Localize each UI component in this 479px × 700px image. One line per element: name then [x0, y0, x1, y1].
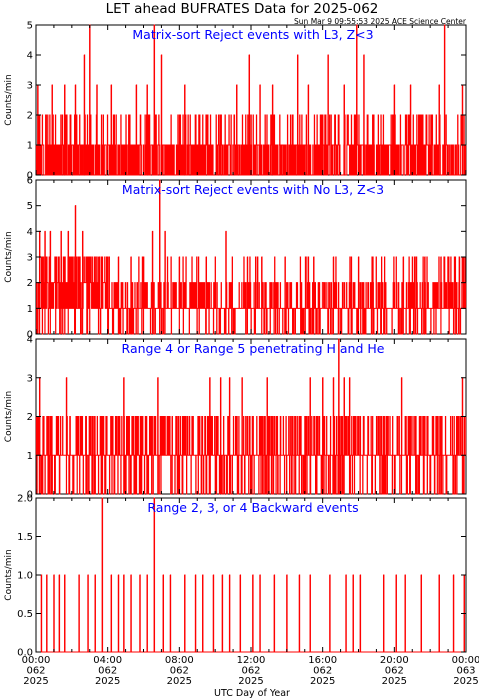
x-tick-label-doy: 062: [26, 666, 45, 677]
chart-panel-1: 0 1 2 3 4 5 Matrix-sort Reject events with L3,…: [4, 21, 467, 182]
x-tick-label-doy: 062: [170, 666, 189, 677]
x-tick-label-doy: 063: [456, 666, 475, 677]
y-tick-label: 1: [27, 141, 33, 152]
chart-panel-2: 0 1 2 3 4 5 6 Matrix-sort Reject events with No…: [4, 176, 467, 341]
y-tick-label: 1: [27, 304, 33, 315]
y-tick-label: 4: [27, 335, 33, 346]
plot-frame: [35, 497, 467, 653]
y-tick-label: 2: [27, 111, 33, 122]
x-tick-label-time: 08:00: [165, 655, 194, 666]
x-tick-label-doy: 062: [313, 666, 332, 677]
series-line: [36, 179, 467, 335]
y-tick-label: 5: [27, 21, 33, 32]
y-tick-label: 4: [27, 51, 33, 62]
y-tick-label: 0: [27, 330, 33, 341]
x-tick-label-year: 2025: [453, 676, 478, 687]
y-axis-label: Counts/min: [4, 74, 14, 125]
y-tick-label: 3: [27, 253, 33, 264]
y-axis-label: Counts/min: [4, 391, 14, 442]
panel-title: Matrix-sort Reject events with L3, Z<3: [132, 27, 373, 42]
x-tick-label-doy: 062: [241, 666, 260, 677]
x-axis-tick-labels: 00:00062202504:00062202508:00062202512:0…: [22, 655, 479, 687]
x-axis-label: UTC Day of Year: [214, 688, 290, 699]
x-tick-label-year: 2025: [95, 676, 120, 687]
y-tick-label: 0: [27, 171, 33, 182]
y-tick-label: 1.5: [17, 532, 33, 543]
series-line: [35, 338, 467, 495]
x-tick-label-time: 00:00: [452, 655, 479, 666]
generation-timestamp: Sun Mar 9 09:55:53 2025 ACE Science Cent…: [294, 17, 467, 26]
panels-group: 0 1 2 3 4 5 Matrix-sort Reject events with L3,…: [4, 21, 467, 659]
x-tick-label-year: 2025: [310, 676, 335, 687]
chart-main-title: LET ahead BUFRATES Data for 2025-062: [106, 1, 379, 17]
x-tick-label-time: 16:00: [308, 655, 337, 666]
series-line: [36, 497, 466, 653]
x-tick-label-time: 04:00: [93, 655, 122, 666]
x-tick-label-year: 2025: [238, 676, 263, 687]
y-tick-label: 5: [27, 201, 33, 212]
x-tick-label-time: 12:00: [237, 655, 266, 666]
y-tick-label: 1.0: [17, 571, 33, 582]
chart-panel-3: 0 1 2 3 4 Range 4 or Range 5 penetrating H an…: [4, 335, 467, 501]
x-tick-label-doy: 062: [98, 666, 117, 677]
y-tick-label: 0: [27, 490, 33, 501]
y-tick-label: 0.5: [17, 609, 33, 620]
y-tick-label: 3: [27, 373, 33, 384]
x-tick-label-year: 2025: [167, 676, 192, 687]
series-line: [35, 24, 467, 176]
y-tick-label: 6: [27, 176, 33, 187]
y-tick-label: 3: [27, 81, 33, 92]
y-tick-label: 2: [27, 412, 33, 423]
chart-panel-4: 0.0 0.5 1.0 1.5 2.0 Range 2, 3, or 4 Backward…: [4, 494, 467, 659]
panel-title: Matrix-sort Reject events with No L3, Z<…: [122, 182, 384, 197]
y-tick-label: 2.0: [17, 494, 33, 505]
x-tick-label-doy: 062: [385, 666, 404, 677]
y-tick-label: 4: [27, 227, 33, 238]
y-tick-label: 0.0: [17, 648, 33, 659]
x-tick-label-time: 00:00: [22, 655, 51, 666]
y-axis-label: Counts/min: [4, 231, 14, 282]
y-tick-label: 2: [27, 278, 33, 289]
panel-title: Range 4 or Range 5 penetrating H and He: [122, 341, 385, 356]
y-axis-label: Counts/min: [4, 549, 14, 600]
x-tick-label-time: 20:00: [380, 655, 409, 666]
x-tick-label-year: 2025: [382, 676, 407, 687]
panel-title: Range 2, 3, or 4 Backward events: [147, 500, 358, 515]
y-tick-label: 1: [27, 451, 33, 462]
x-tick-label-year: 2025: [23, 676, 48, 687]
